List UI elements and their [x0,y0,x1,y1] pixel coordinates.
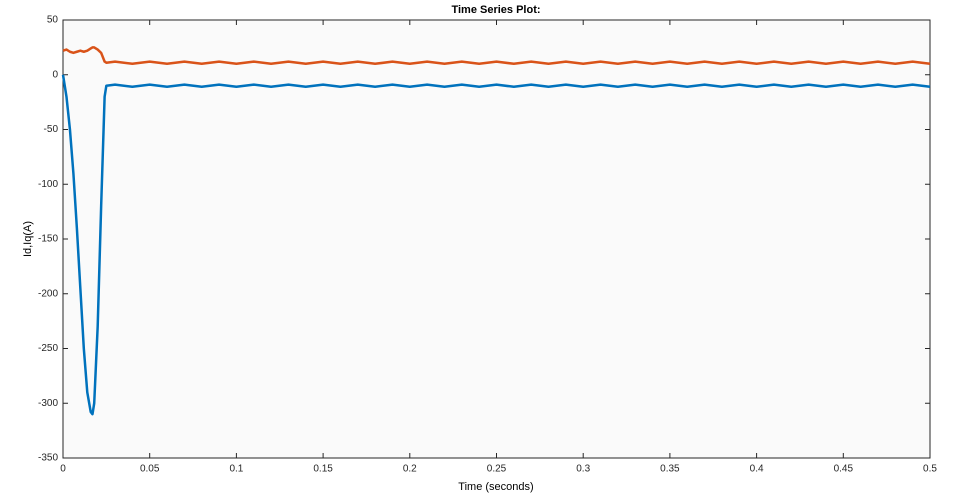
y-tick-label: -250 [38,343,58,354]
series-line [61,74,931,416]
x-tick-label: 0.45 [834,464,854,475]
x-tick-label: 0.05 [140,464,160,475]
y-tick-label: 50 [47,15,59,26]
y-tick-label: -150 [38,234,58,245]
x-tick-label: 0.4 [750,464,764,475]
x-tick-label: 0.35 [660,464,680,475]
y-tick-label: -100 [38,179,58,190]
x-tick-label: 0.25 [487,464,507,475]
plot-area [62,19,931,459]
x-tick-label: 0.1 [229,464,243,475]
y-axis-label: Id,Iq(A) [22,221,34,257]
y-tick-label: -200 [38,288,58,299]
series-line [62,46,931,66]
x-axis-label: Time (seconds) [458,481,533,493]
x-tick-label: 0.5 [923,464,937,475]
x-tick-label: 0.3 [576,464,590,475]
y-tick-label: 0 [52,69,58,80]
y-tick-label: -350 [38,453,58,464]
y-tick-label: -50 [44,124,59,135]
x-tick-label: 0 [60,464,66,475]
y-tick-label: -300 [38,398,58,409]
x-tick-label: 0.15 [313,464,333,475]
chart-title: Time Series Plot: [451,4,540,16]
x-tick-label: 0.2 [403,464,417,475]
